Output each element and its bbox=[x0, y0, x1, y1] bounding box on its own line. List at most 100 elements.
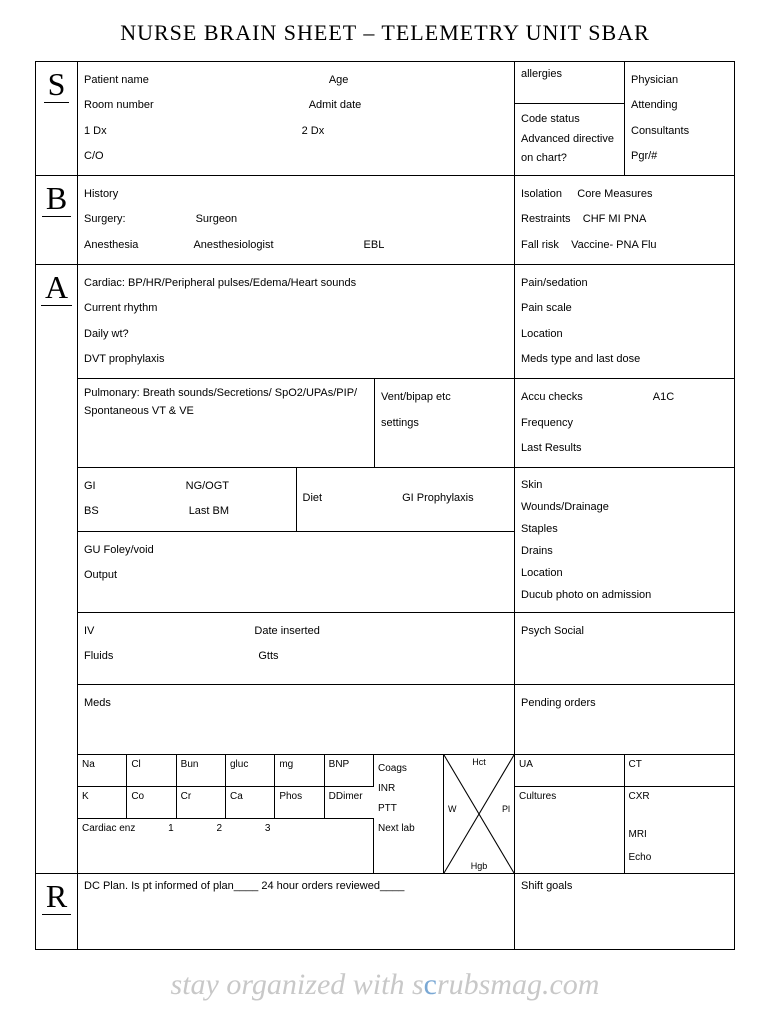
label-settings: settings bbox=[381, 411, 508, 436]
label-freq: Frequency bbox=[521, 411, 728, 436]
label-pain: Pain/sedation bbox=[521, 271, 728, 296]
page-title: NURSE BRAIN SHEET – TELEMETRY UNIT SBAR bbox=[35, 20, 735, 46]
lab-gluc: gluc bbox=[226, 755, 275, 787]
lab-bun: Bun bbox=[177, 755, 226, 787]
label-pulm: Pulmonary: Breath sounds/Secretions/ SpO… bbox=[84, 385, 368, 420]
label-diet: Diet bbox=[303, 492, 323, 504]
b-right-block: Isolation Core Measures Restraints CHF M… bbox=[514, 176, 734, 264]
label-room: Room number bbox=[84, 99, 154, 111]
lab-cr: Cr bbox=[177, 787, 226, 819]
lab-bnp: BNP bbox=[325, 755, 374, 787]
label-anesthesiologist: Anesthesiologist bbox=[193, 239, 273, 251]
label-core: Core Measures bbox=[577, 188, 652, 200]
label-vent: Vent/bipap etc bbox=[381, 385, 508, 410]
lab-right-block: UA CT Cultures CXR MRI Echo bbox=[514, 755, 734, 873]
label-pending: Pending orders bbox=[521, 691, 728, 716]
lab-n1: 1 bbox=[168, 823, 174, 834]
label-anesthesia: Anesthesia bbox=[84, 239, 138, 251]
label-gu: GU Foley/void bbox=[84, 538, 508, 563]
lab-mg: mg bbox=[275, 755, 324, 787]
label-wt: Daily wt? bbox=[84, 322, 508, 347]
label-meds: Meds bbox=[84, 691, 508, 716]
label-gtts: Gtts bbox=[258, 650, 278, 662]
a-vent-block: Vent/bipap etc settings bbox=[374, 379, 514, 467]
label-dx2: 2 Dx bbox=[302, 125, 325, 137]
label-accu: Accu checks bbox=[521, 391, 583, 403]
label-ducub: Ducub photo on admission bbox=[521, 584, 728, 606]
label-painloc: Location bbox=[521, 322, 728, 347]
r-shift-block: Shift goals bbox=[514, 874, 734, 949]
label-vaccine: Vaccine- PNA Flu bbox=[571, 239, 656, 251]
label-physician: Physician bbox=[631, 68, 728, 93]
label-surgery: Surgery: bbox=[84, 213, 126, 225]
lab-cl: Cl bbox=[127, 755, 176, 787]
label-dx1: 1 Dx bbox=[84, 125, 107, 137]
label-drains: Drains bbox=[521, 540, 728, 562]
label-a1c: A1C bbox=[653, 391, 674, 403]
a-gi-block: GING/OGT BSLast BM bbox=[78, 468, 296, 531]
section-s: S Patient name Age Room number Admit date … bbox=[36, 62, 734, 176]
label-isolation: Isolation bbox=[521, 188, 562, 200]
lab-inr: INR bbox=[378, 779, 439, 799]
label-fluids: Fluids bbox=[84, 650, 113, 662]
a-skin-block: Skin Wounds/Drainage Staples Drains Loca… bbox=[514, 468, 734, 612]
label-psych: Psych Social bbox=[521, 619, 728, 644]
letter-s: S bbox=[44, 68, 70, 103]
label-age: Age bbox=[329, 74, 349, 86]
lab-hgb: Hgb bbox=[471, 861, 488, 871]
lab-ca: Ca bbox=[226, 787, 275, 819]
lab-na: Na bbox=[78, 755, 127, 787]
label-patient-name: Patient name bbox=[84, 74, 149, 86]
label-consultants: Consultants bbox=[631, 119, 728, 144]
lab-cardenz: Cardiac enz bbox=[82, 823, 135, 834]
lab-coags: Coags bbox=[378, 759, 439, 779]
label-surgeon: Surgeon bbox=[196, 213, 238, 225]
label-staples: Staples bbox=[521, 518, 728, 540]
a-psych-block: Psych Social bbox=[514, 613, 734, 684]
a-meds-block: Meds bbox=[78, 685, 514, 754]
a-labs-block: Na Cl Bun gluc mg BNP K Co Cr Ca Phos DD… bbox=[78, 755, 734, 873]
section-b: B History Surgery:Surgeon AnesthesiaAnes… bbox=[36, 176, 734, 265]
label-dateins: Date inserted bbox=[254, 625, 319, 637]
a-pain-block: Pain/sedation Pain scale Location Meds t… bbox=[514, 265, 734, 378]
label-code-status: Code status bbox=[521, 110, 618, 130]
label-shift: Shift goals bbox=[521, 880, 728, 892]
lab-ptt: PTT bbox=[378, 799, 439, 819]
label-cardiac: Cardiac: BP/HR/Peripheral pulses/Edema/H… bbox=[84, 271, 508, 296]
lab-phos: Phos bbox=[275, 787, 324, 819]
r-dcplan-block: DC Plan. Is pt informed of plan____ 24 h… bbox=[78, 874, 514, 949]
label-lastres: Last Results bbox=[521, 436, 728, 461]
label-pgr: Pgr/# bbox=[631, 144, 728, 169]
lab-cultures: Cultures bbox=[515, 787, 625, 819]
section-r: R DC Plan. Is pt informed of plan____ 24… bbox=[36, 874, 734, 949]
label-skin: Skin bbox=[521, 474, 728, 496]
label-fallrisk: Fall risk bbox=[521, 239, 559, 251]
lab-k: K bbox=[78, 787, 127, 819]
lab-n3: 3 bbox=[265, 823, 271, 834]
lab-ddimer: DDimer bbox=[325, 787, 374, 819]
lab-echo: Echo bbox=[629, 846, 731, 869]
label-chf: CHF MI PNA bbox=[583, 213, 647, 225]
lab-ct: CT bbox=[625, 755, 735, 787]
letter-r: R bbox=[42, 880, 71, 915]
label-admit: Admit date bbox=[309, 99, 362, 111]
s-patient-block: Patient name Age Room number Admit date 1 … bbox=[78, 62, 514, 175]
letter-a: A bbox=[41, 271, 72, 306]
label-lastbm: Last BM bbox=[189, 505, 229, 517]
label-co: C/O bbox=[84, 144, 508, 169]
label-ngogt: NG/OGT bbox=[186, 480, 229, 492]
label-giproph: GI Prophylaxis bbox=[402, 492, 474, 504]
label-attending: Attending bbox=[631, 93, 728, 118]
lab-hct: Hct bbox=[472, 757, 486, 767]
section-a: A Cardiac: BP/HR/Peripheral pulses/Edema… bbox=[36, 265, 734, 874]
a-iv-block: IVDate inserted FluidsGtts bbox=[78, 613, 514, 684]
b-history-block: History Surgery:Surgeon AnesthesiaAnesth… bbox=[78, 176, 514, 264]
lab-w: W bbox=[448, 804, 457, 814]
footer-text: stay organized with scrubsmag.com bbox=[35, 968, 735, 1002]
a-accu-block: Accu checks A1C Frequency Last Results bbox=[514, 379, 734, 467]
a-cardiac-block: Cardiac: BP/HR/Peripheral pulses/Edema/H… bbox=[78, 265, 514, 378]
s-physician-block: Physician Attending Consultants Pgr/# bbox=[624, 62, 734, 175]
lab-mri: MRI bbox=[629, 823, 731, 846]
lab-coags-col: Coags INR PTT Next lab bbox=[374, 755, 444, 873]
label-bs: BS bbox=[84, 505, 99, 517]
